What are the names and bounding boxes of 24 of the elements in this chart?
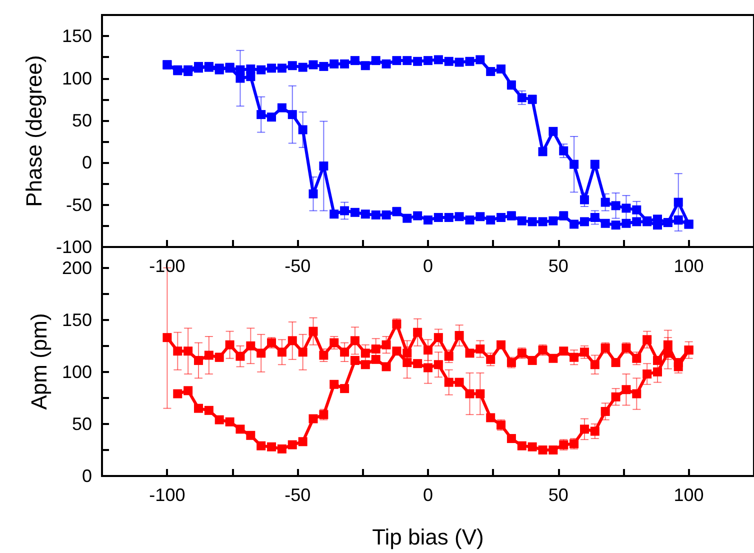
- x-tick-label: -50: [284, 485, 311, 505]
- x-tick-label: 0: [422, 256, 434, 276]
- y-tick-label: 100: [62, 362, 92, 382]
- y-tick-label: 50: [72, 110, 92, 130]
- x-tick-label: -100: [149, 256, 186, 276]
- y-tick-label: -100: [56, 237, 92, 257]
- y-axis-title: Apm (pm): [26, 313, 52, 410]
- y-tick-label: -50: [66, 194, 92, 215]
- x-tick-label: 0: [422, 485, 434, 505]
- y-tick-label: 50: [72, 414, 92, 434]
- x-tick-label: -100: [149, 485, 186, 505]
- x-tick-label: 100: [674, 485, 704, 505]
- y-tick-label: 0: [82, 466, 92, 486]
- y-axis-title: Phase (degree): [22, 55, 47, 207]
- y-tick-label: 0: [82, 152, 92, 173]
- x-tick-label: 100: [674, 256, 704, 276]
- y-tick-label: 150: [62, 26, 92, 46]
- x-tick-label: -50: [284, 256, 311, 276]
- y-tick-label: 200: [62, 258, 92, 278]
- x-tick-label: 50: [548, 256, 568, 276]
- y-tick-label: 100: [62, 68, 92, 88]
- y-tick-label: 150: [62, 310, 92, 330]
- x-tick-label: 50: [548, 485, 568, 505]
- x-axis-title: Tip bias (V): [372, 524, 484, 550]
